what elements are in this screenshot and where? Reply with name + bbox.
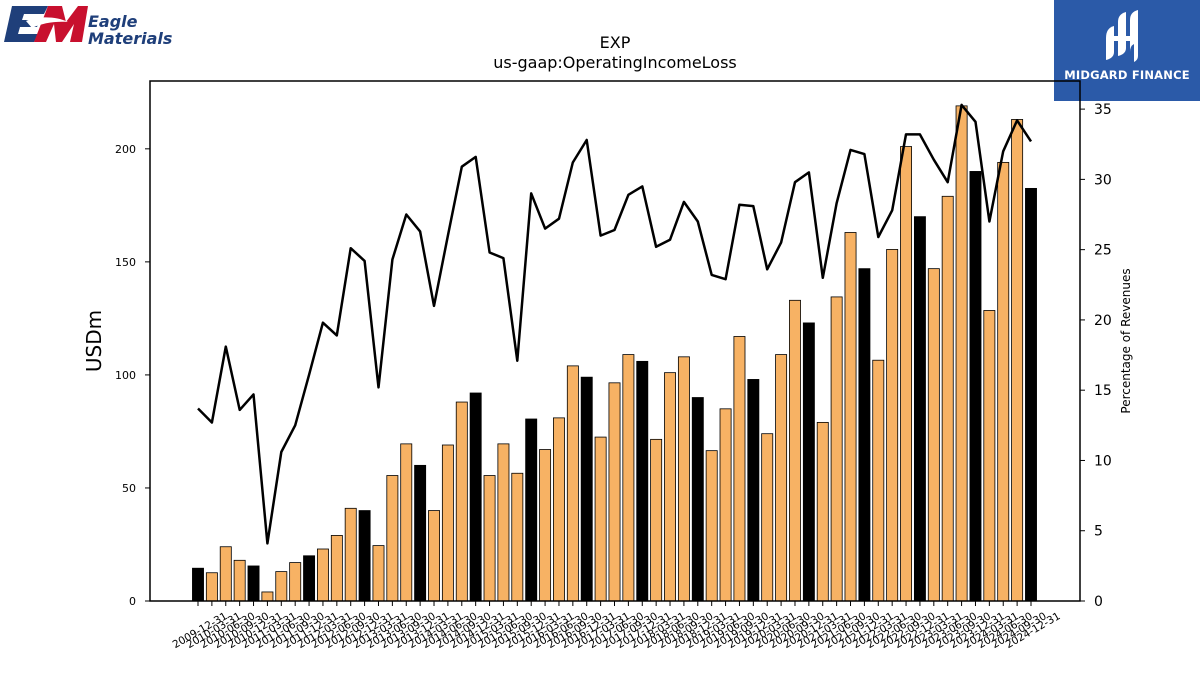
bar-2013-12-31: [414, 464, 427, 602]
bar-2010-03-31: [205, 572, 218, 602]
bar-2023-06-30: [941, 195, 954, 602]
bar-2015-12-31: [525, 418, 538, 602]
bar-2015-03-31: [483, 475, 496, 602]
bar-2013-09-30: [400, 443, 413, 602]
bar-2011-03-31: [261, 591, 274, 602]
y2-axis-label: Percentage of Revenues: [1119, 268, 1133, 413]
bar-2018-06-30: [664, 372, 676, 602]
y-tick-label: 200: [115, 143, 136, 156]
y2-tick-label: 25: [1094, 243, 1112, 259]
bar-2021-09-30: [844, 232, 857, 602]
bar-2016-06-30: [553, 417, 565, 602]
logo-text-eagle: Eagle: [88, 12, 138, 31]
bar-2024-06-30: [997, 161, 1010, 602]
bar-2023-12-31: [969, 171, 982, 602]
y-axis-label: USDm: [82, 310, 106, 372]
bar-2021-06-30: [830, 296, 843, 602]
bar-2019-12-31: [747, 379, 760, 602]
bar-2014-09-30: [455, 401, 468, 602]
y2-tick-label: 5: [1094, 524, 1103, 540]
bar-2017-12-31: [636, 360, 649, 602]
bar-2010-12-31: [247, 565, 260, 602]
bar-2011-09-30: [289, 562, 302, 602]
bar-2014-03-31: [428, 510, 440, 602]
bar-2024-12-31: [1025, 187, 1037, 602]
bar-2022-03-31: [872, 359, 885, 602]
eagle-materials-logo: Eagle Materials: [4, 4, 174, 48]
bar-2016-12-31: [580, 376, 593, 602]
bar-2019-09-30: [733, 336, 746, 602]
bar-2022-09-30: [900, 146, 913, 602]
bar-2021-12-31: [858, 268, 871, 602]
bar-2018-09-30: [677, 356, 690, 602]
y-tick-label: 100: [115, 369, 136, 382]
bar-2012-09-30: [344, 507, 357, 602]
bar-2020-06-30: [775, 354, 788, 602]
margin-pct-line: [197, 103, 1033, 545]
y2-tick-label: 30: [1094, 172, 1112, 188]
bar-2020-03-31: [761, 433, 774, 602]
y2-tick-label: 20: [1094, 313, 1112, 329]
bar-2011-06-30: [275, 571, 288, 602]
bar-2016-03-31: [539, 449, 552, 602]
midgard-emblem-icon: [1106, 10, 1138, 62]
bar-2014-12-31: [469, 392, 482, 602]
midgard-finance-name: MIDGARD FINANCE: [1064, 68, 1190, 82]
bar-2019-06-30: [719, 408, 732, 602]
bar-2012-12-31: [358, 510, 371, 602]
chart-title: EXP: [600, 33, 631, 52]
y2-tick-label: 10: [1094, 453, 1112, 469]
bar-2018-03-31: [650, 438, 663, 602]
bar-2011-12-31: [303, 555, 316, 602]
bar-2021-03-31: [816, 421, 829, 602]
bar-2022-06-30: [886, 249, 899, 602]
eagle-materials-emblem-icon: [4, 6, 88, 42]
bar-2016-09-30: [566, 365, 579, 602]
bar-2013-03-31: [372, 545, 385, 602]
midgard-finance-logo: MIDGARD FINANCE: [1054, 0, 1200, 101]
bar-2022-12-31: [913, 216, 926, 602]
bar-2020-09-30: [789, 299, 801, 602]
bar-2020-12-31: [802, 322, 815, 602]
y-tick-label: 0: [129, 595, 136, 608]
bar-2015-06-30: [497, 443, 510, 602]
y2-tick-label: 35: [1094, 102, 1112, 118]
bar-2023-03-31: [927, 268, 940, 602]
bar-2017-06-30: [608, 382, 621, 602]
bar-2024-09-30: [1011, 119, 1024, 602]
y2-tick-label: 0: [1094, 594, 1103, 610]
bar-2012-03-31: [316, 548, 329, 602]
bar-2014-06-30: [441, 444, 454, 602]
bar-2024-03-31: [983, 310, 996, 602]
bar-2017-09-30: [622, 354, 635, 602]
chart-subtitle: us-gaap:OperatingIncomeLoss: [493, 53, 737, 72]
bar-2010-06-30: [219, 546, 232, 602]
bar-2017-03-31: [594, 436, 607, 602]
y-tick-label: 150: [115, 256, 136, 269]
bar-2009-12-31: [192, 567, 204, 602]
bar-2013-06-30: [386, 475, 399, 602]
bar-2023-09-30: [955, 105, 968, 602]
y-tick-label: 50: [122, 482, 136, 495]
bar-2012-06-30: [330, 535, 343, 602]
bar-2010-09-30: [233, 559, 246, 602]
bar-2015-09-30: [511, 472, 524, 602]
bar-2018-12-31: [691, 397, 704, 602]
logo-text-materials: Materials: [88, 29, 173, 48]
bar-2019-03-31: [705, 450, 718, 602]
y2-tick-label: 15: [1094, 383, 1112, 399]
